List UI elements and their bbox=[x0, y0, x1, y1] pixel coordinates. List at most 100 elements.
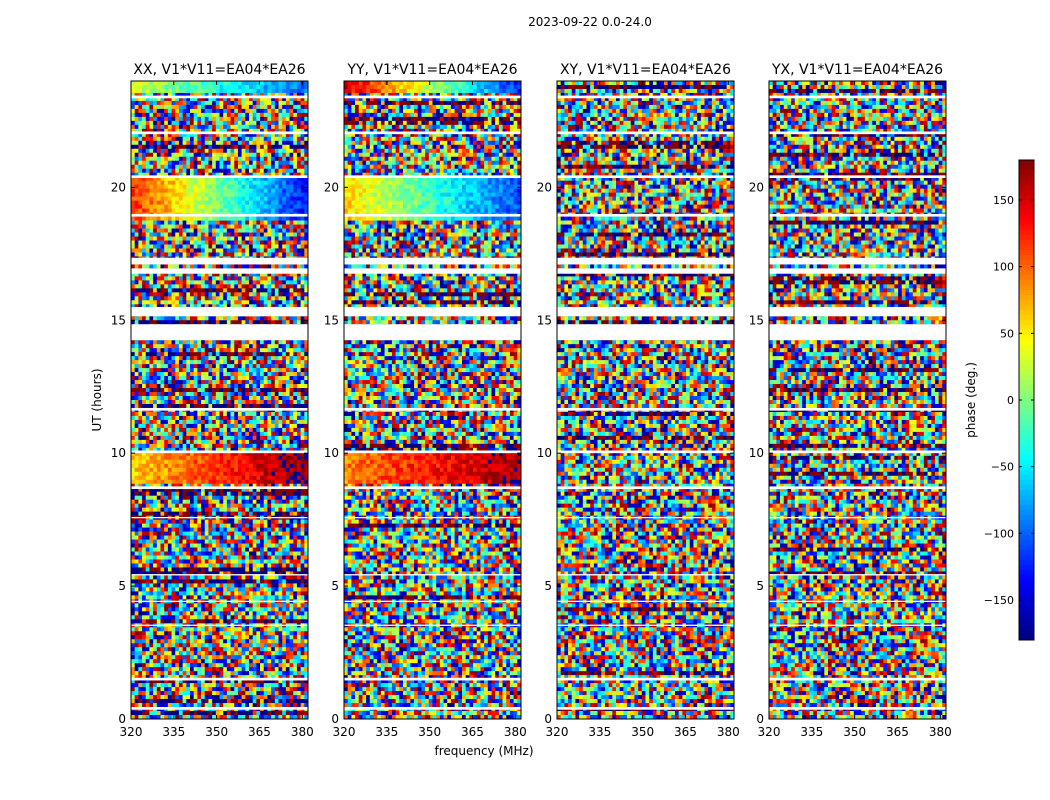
heatmap-cell bbox=[267, 81, 271, 85]
heatmap-cell bbox=[142, 117, 146, 121]
heatmap-cell bbox=[172, 424, 176, 428]
heatmap-cell bbox=[275, 420, 279, 424]
heatmap-cell bbox=[242, 364, 246, 368]
heatmap-cell bbox=[135, 368, 139, 372]
heatmap-cell bbox=[249, 288, 253, 292]
heatmap-cell bbox=[175, 392, 179, 396]
heatmap-cell bbox=[290, 109, 294, 113]
heatmap-cell bbox=[161, 85, 165, 89]
heatmap-cell bbox=[256, 113, 260, 117]
heatmap-cell bbox=[290, 89, 294, 93]
heatmap-cell bbox=[149, 233, 153, 237]
heatmap-cell bbox=[194, 280, 198, 284]
heatmap-cell bbox=[264, 105, 268, 109]
heatmap-cell bbox=[271, 340, 275, 344]
heatmap-cell bbox=[161, 428, 165, 432]
heatmap-cell bbox=[234, 237, 238, 241]
heatmap-cell bbox=[183, 388, 187, 392]
heatmap-cell bbox=[253, 296, 257, 300]
heatmap-cell bbox=[194, 193, 198, 197]
heatmap-cell bbox=[183, 424, 187, 428]
heatmap-cell bbox=[227, 404, 231, 408]
heatmap-cell bbox=[175, 89, 179, 93]
heatmap-cell bbox=[253, 288, 257, 292]
heatmap-cell bbox=[149, 340, 153, 344]
heatmap-cell bbox=[253, 316, 257, 320]
heatmap-cell bbox=[301, 416, 305, 420]
heatmap-cell bbox=[271, 376, 275, 380]
heatmap-cell bbox=[275, 145, 279, 149]
heatmap-cell bbox=[231, 344, 235, 348]
heatmap-cell bbox=[282, 428, 286, 432]
heatmap-cell bbox=[290, 412, 294, 416]
heatmap-cell bbox=[297, 85, 301, 89]
heatmap-cell bbox=[301, 229, 305, 233]
heatmap-cell bbox=[275, 380, 279, 384]
heatmap-cell bbox=[260, 276, 264, 280]
heatmap-cell bbox=[142, 416, 146, 420]
heatmap-cell bbox=[201, 121, 205, 125]
heatmap-cell bbox=[290, 105, 294, 109]
heatmap-cell bbox=[146, 185, 150, 189]
heatmap-cell bbox=[290, 85, 294, 89]
heatmap-cell bbox=[149, 292, 153, 296]
heatmap-cell bbox=[131, 125, 135, 129]
heatmap-cell bbox=[231, 280, 235, 284]
heatmap-cell bbox=[301, 113, 305, 117]
heatmap-cell bbox=[279, 225, 283, 229]
heatmap-cell bbox=[249, 368, 253, 372]
heatmap-cell bbox=[197, 348, 201, 352]
heatmap-cell bbox=[293, 380, 297, 384]
heatmap-cell bbox=[282, 364, 286, 368]
heatmap-cell bbox=[267, 388, 271, 392]
heatmap-cell bbox=[138, 181, 142, 185]
heatmap-cell bbox=[275, 296, 279, 300]
heatmap-cell bbox=[260, 141, 264, 145]
heatmap-cell bbox=[205, 237, 209, 241]
heatmap-cell bbox=[267, 288, 271, 292]
heatmap-cell bbox=[253, 161, 257, 165]
heatmap-cell bbox=[220, 157, 224, 161]
heatmap-cell bbox=[227, 189, 231, 193]
heatmap-cell bbox=[175, 288, 179, 292]
heatmap-cell bbox=[245, 153, 249, 157]
heatmap-cell bbox=[205, 137, 209, 141]
heatmap-cell bbox=[164, 376, 168, 380]
heatmap-cell bbox=[194, 217, 198, 221]
heatmap-cell bbox=[220, 101, 224, 105]
heatmap-cell bbox=[242, 280, 246, 284]
heatmap-cell bbox=[146, 125, 150, 129]
heatmap-cell bbox=[164, 348, 168, 352]
heatmap-cell bbox=[253, 157, 257, 161]
heatmap-cell bbox=[194, 244, 198, 248]
heatmap-cell bbox=[179, 416, 183, 420]
heatmap-cell bbox=[301, 109, 305, 113]
heatmap-cell bbox=[168, 292, 172, 296]
heatmap-cell bbox=[183, 85, 187, 89]
heatmap-cell bbox=[275, 416, 279, 420]
heatmap-cell bbox=[245, 244, 249, 248]
heatmap-cell bbox=[149, 392, 153, 396]
heatmap-cell bbox=[135, 233, 139, 237]
heatmap-cell bbox=[212, 145, 216, 149]
heatmap-cell bbox=[223, 416, 227, 420]
heatmap-cell bbox=[179, 121, 183, 125]
heatmap-cell bbox=[279, 360, 283, 364]
heatmap-cell bbox=[249, 388, 253, 392]
heatmap-cell bbox=[201, 280, 205, 284]
heatmap-cell bbox=[249, 205, 253, 209]
heatmap-cell bbox=[227, 137, 231, 141]
heatmap-cell bbox=[149, 244, 153, 248]
heatmap-cell bbox=[157, 276, 161, 280]
heatmap-cell bbox=[290, 149, 294, 153]
heatmap-cell bbox=[297, 356, 301, 360]
heatmap-cell bbox=[190, 85, 194, 89]
heatmap-cell bbox=[186, 205, 190, 209]
heatmap-cell bbox=[153, 252, 157, 256]
heatmap-cell bbox=[157, 105, 161, 109]
heatmap-cell bbox=[183, 248, 187, 252]
heatmap-cell bbox=[290, 352, 294, 356]
heatmap-cell bbox=[197, 376, 201, 380]
heatmap-cell bbox=[208, 416, 212, 420]
heatmap-cell bbox=[253, 113, 257, 117]
